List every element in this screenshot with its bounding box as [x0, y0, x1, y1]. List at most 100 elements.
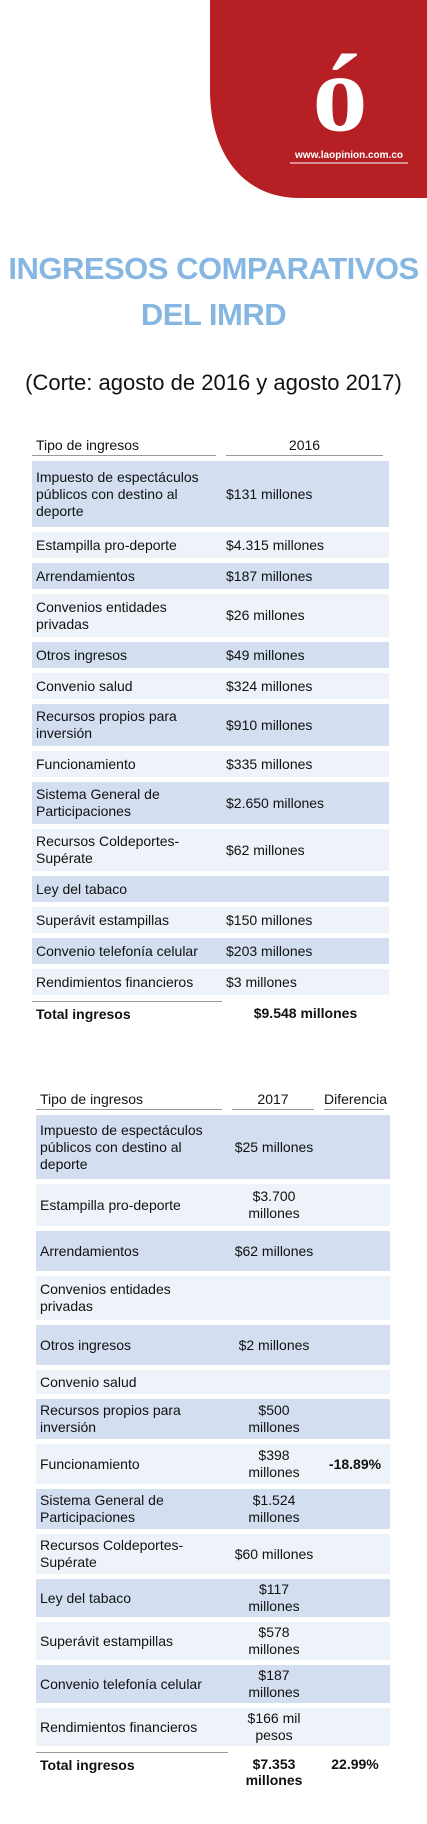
- header-row: Tipo de ingresos 2016: [32, 436, 393, 456]
- cell: $398 millones: [228, 1444, 320, 1484]
- table-row: Rendimientos financieros $3 millones: [32, 969, 393, 995]
- table-row: Recursos propios para inversión $910 mill…: [32, 704, 393, 746]
- table-row: Convenio salud $324 millones: [32, 673, 393, 699]
- table-row: Convenio telefonía celular $187 millones: [36, 1665, 394, 1703]
- total-cell: $9.548 millones: [253, 1005, 358, 1021]
- cell: $150 millones: [222, 907, 389, 933]
- logo-url: www.laopinion.com.co: [294, 150, 403, 161]
- table-row: Sistema General de Participaciones $1.524…: [36, 1489, 394, 1529]
- cell: [320, 1665, 390, 1703]
- logo-panel: ó www.laopinion.com.co: [210, 0, 427, 198]
- cell: [320, 1579, 390, 1617]
- table-row: Estampilla pro-deporte $4.315 millones: [32, 532, 393, 558]
- table-row: Recursos propios para inversión $500 mill…: [36, 1399, 394, 1439]
- cell: $3 millones: [222, 969, 389, 995]
- cell: Arrendamientos: [32, 563, 222, 589]
- cell: $4.315 millones: [222, 532, 389, 558]
- table-row: Arrendamientos $62 millones: [36, 1231, 394, 1271]
- cell: Recursos propios para inversión: [32, 704, 222, 746]
- cell: Sistema General de Participaciones: [32, 782, 222, 824]
- table-row: Estampilla pro-deporte $3.700 millones: [36, 1184, 394, 1226]
- cell: $49 millones: [222, 642, 389, 668]
- table-2017: Tipo de ingresos 2017 Diferencia Impuesto d…: [36, 1090, 394, 1792]
- table-row: Recursos Coldeportes-Supérate $62 millone…: [32, 829, 393, 871]
- cell: Funcionamiento: [36, 1444, 228, 1484]
- cell: [320, 1399, 390, 1439]
- cell: Superávit estampillas: [36, 1622, 228, 1660]
- cell: Estampilla pro-deporte: [32, 532, 222, 558]
- table-row: Ley del tabaco: [32, 876, 393, 902]
- cell: [320, 1622, 390, 1660]
- cell: $166 mil pesos: [228, 1708, 320, 1746]
- cell: [320, 1276, 390, 1320]
- table-row: Otros ingresos $2 millones: [36, 1325, 394, 1365]
- column-header: Tipo de ingresos: [32, 437, 216, 456]
- table-row: Ley del tabaco $117 millones: [36, 1579, 394, 1617]
- cell: Convenio telefonía celular: [32, 938, 222, 964]
- table-row: Convenios entidades privadas: [36, 1276, 394, 1320]
- subtitle: (Corte: agosto de 2016 y agosto 2017): [25, 370, 402, 395]
- cell: $117 millones: [228, 1579, 320, 1617]
- table-row: Superávit estampillas $578 millones: [36, 1622, 394, 1660]
- table-2016: Tipo de ingresos 2016 Impuesto de espectác…: [32, 436, 393, 1026]
- cell: Convenios entidades privadas: [32, 594, 222, 637]
- cell: Impuesto de espectáculos públicos con de…: [32, 461, 222, 527]
- cell: $25 millones: [228, 1115, 320, 1179]
- table-row: Convenio telefonía celular $203 millones: [32, 938, 393, 964]
- cell: [228, 1370, 320, 1394]
- cell: [320, 1325, 390, 1365]
- cell: [320, 1184, 390, 1226]
- cell: $62 millones: [228, 1231, 320, 1271]
- cell: [320, 1708, 390, 1746]
- cell: $3.700 millones: [228, 1184, 320, 1226]
- table-row: Arrendamientos $187 millones: [32, 563, 393, 589]
- cell: Superávit estampillas: [32, 907, 222, 933]
- cell: [228, 1276, 320, 1320]
- cell: $60 millones: [228, 1534, 320, 1574]
- cell: Convenio telefonía celular: [36, 1665, 228, 1703]
- cell: Otros ingresos: [32, 642, 222, 668]
- cell: $131 millones: [222, 461, 389, 527]
- cell: $26 millones: [222, 594, 389, 637]
- cell: Convenio salud: [32, 673, 222, 699]
- cell: Convenio salud: [36, 1370, 228, 1394]
- cell: Sistema General de Participaciones: [36, 1489, 228, 1529]
- column-header: Tipo de ingresos: [36, 1091, 222, 1110]
- cell: [320, 1489, 390, 1529]
- table-row: Funcionamiento $398 millones -18.89%: [36, 1444, 394, 1484]
- column-header: 2017: [232, 1091, 314, 1110]
- cell: [320, 1534, 390, 1574]
- total-cell: Total ingresos: [32, 1001, 222, 1026]
- table-row: Superávit estampillas $150 millones: [32, 907, 393, 933]
- cell: $578 millones: [228, 1622, 320, 1660]
- total-cell: Total ingresos: [36, 1752, 228, 1792]
- cell: $203 millones: [222, 938, 389, 964]
- cell: Ley del tabaco: [32, 876, 222, 902]
- table-row: Convenio salud: [36, 1370, 394, 1394]
- cell: Recursos Coldeportes-Supérate: [36, 1534, 228, 1574]
- cell: Rendimientos financieros: [36, 1708, 228, 1746]
- cell: Ley del tabaco: [36, 1579, 228, 1617]
- cell: Estampilla pro-deporte: [36, 1184, 228, 1226]
- total-row: Total ingresos $7.353 millones 22.99%: [36, 1752, 394, 1792]
- cell: $62 millones: [222, 829, 389, 871]
- table-row: Impuesto de espectáculos públicos con de…: [32, 461, 393, 527]
- cell: Recursos propios para inversión: [36, 1399, 228, 1439]
- cell: $187 millones: [228, 1665, 320, 1703]
- total-cell: 22.99%: [331, 1756, 379, 1772]
- cell: $2 millones: [228, 1325, 320, 1365]
- table-row: Recursos Coldeportes-Supérate $60 millone…: [36, 1534, 394, 1574]
- cell: Recursos Coldeportes-Supérate: [32, 829, 222, 871]
- table-row: Convenios entidades privadas $26 millones: [32, 594, 393, 637]
- table-row: Rendimientos financieros $166 mil pesos: [36, 1708, 394, 1746]
- cell: [320, 1115, 390, 1179]
- table-row: Otros ingresos $49 millones: [32, 642, 393, 668]
- cell: [320, 1231, 390, 1271]
- cell: $2.650 millones: [222, 782, 389, 824]
- cell: $1.524 millones: [228, 1489, 320, 1529]
- cell: $500 millones: [228, 1399, 320, 1439]
- logo-mark: ó: [313, 32, 368, 154]
- cell: [222, 876, 389, 902]
- table-row: Impuesto de espectáculos públicos con de…: [36, 1115, 394, 1179]
